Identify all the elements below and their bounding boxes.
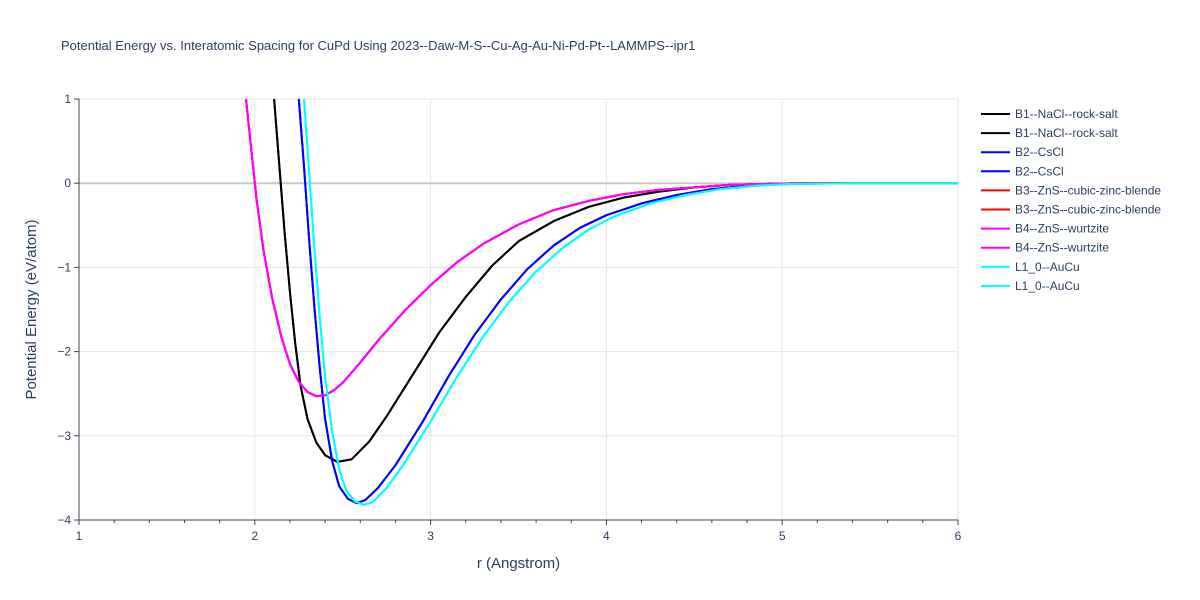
y-tick-label: −4 <box>57 513 71 527</box>
legend-label: B1--NaCl--rock-salt <box>1015 107 1118 121</box>
y-axis-title: Potential Energy (eV/atom) <box>23 219 40 399</box>
axis-layer: 1 2 3 4 5 6 1 0 −1 −2 −3 −4 <box>57 92 961 543</box>
x-tick-label: 4 <box>603 529 610 543</box>
series-line-10 <box>303 99 958 506</box>
x-tick-label: 3 <box>427 529 434 543</box>
y-tick-label: −2 <box>57 345 71 359</box>
x-tick-label: 6 <box>955 529 962 543</box>
series-line-2 <box>273 99 958 463</box>
legend-label: B3--ZnS--cubic-zinc-blende <box>1015 183 1161 197</box>
legend-label: B2--CsCl <box>1015 145 1064 159</box>
legend-label: B4--ZnS--wurtzite <box>1015 222 1109 236</box>
series-line-8 <box>245 99 958 398</box>
legend-item[interactable]: B3--ZnS--cubic-zinc-blende <box>981 183 1161 197</box>
series-line-9 <box>303 99 958 506</box>
legend-item[interactable]: B3--ZnS--cubic-zinc-blende <box>981 203 1161 217</box>
legend-label: L1_0--AuCu <box>1015 279 1080 293</box>
series-layer <box>245 99 958 506</box>
x-tick-label: 2 <box>251 529 258 543</box>
legend-item[interactable]: B2--CsCl <box>981 145 1064 159</box>
chart-title: Potential Energy vs. Interatomic Spacing… <box>61 38 696 53</box>
legend-item[interactable]: B1--NaCl--rock-salt <box>981 107 1118 121</box>
legend-item[interactable]: B1--NaCl--rock-salt <box>981 126 1118 140</box>
x-tick-label: 1 <box>76 529 83 543</box>
legend-label: B2--CsCl <box>1015 164 1064 178</box>
y-tick-label: −1 <box>57 260 71 274</box>
legend-item[interactable]: B2--CsCl <box>981 164 1064 178</box>
legend-item[interactable]: L1_0--AuCu <box>981 260 1080 274</box>
legend-label: L1_0--AuCu <box>1015 260 1080 274</box>
y-tick-label: −3 <box>57 429 71 443</box>
legend-item[interactable]: B4--ZnS--wurtzite <box>981 241 1109 255</box>
legend-label: B1--NaCl--rock-salt <box>1015 126 1118 140</box>
legend-item[interactable]: L1_0--AuCu <box>981 279 1080 293</box>
series-line-1 <box>273 99 958 463</box>
y-tick-label: 0 <box>64 176 71 190</box>
x-tick-label: 5 <box>779 529 786 543</box>
x-axis-title: r (Angstrom) <box>477 555 560 572</box>
legend: B1--NaCl--rock-salt B1--NaCl--rock-salt B2… <box>981 107 1161 293</box>
series-line-3 <box>297 99 958 505</box>
legend-label: B3--ZnS--cubic-zinc-blende <box>1015 203 1161 217</box>
legend-label: B4--ZnS--wurtzite <box>1015 241 1109 255</box>
legend-item[interactable]: B4--ZnS--wurtzite <box>981 222 1109 236</box>
series-line-4 <box>297 99 958 505</box>
y-tick-label: 1 <box>64 92 71 106</box>
grid-layer <box>79 98 959 520</box>
